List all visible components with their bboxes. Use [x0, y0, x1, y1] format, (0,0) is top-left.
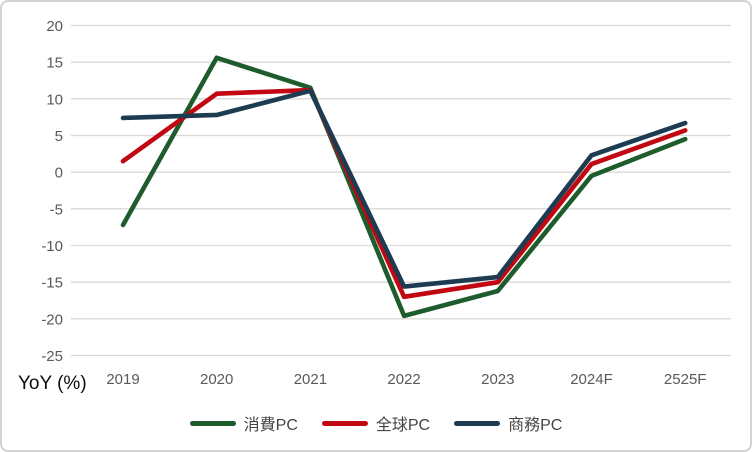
y-tick-label: -25 [41, 348, 63, 365]
legend-label: 商務PC [508, 417, 563, 434]
y-tick-label: 10 [46, 91, 63, 108]
y-tick-label: 0 [55, 165, 63, 182]
y-tick-label: -20 [41, 311, 63, 328]
x-axis-label: 2020 [200, 371, 233, 388]
y-tick-label: 20 [46, 18, 63, 35]
legend-item-consumer-pc: 消費PC [189, 411, 298, 435]
legend-label: 全球PC [375, 417, 431, 434]
legend-item-business-pc: 商務PC [454, 411, 562, 435]
x-axis-label: 2019 [106, 371, 139, 388]
y-tick-label: 15 [46, 55, 63, 72]
y-axis-unit-label: YoY (%) [18, 373, 87, 394]
y-tick-label: -10 [41, 238, 63, 255]
x-axis-label: 2525F [664, 371, 707, 388]
legend-line-icon [189, 420, 236, 426]
y-tick-label: 5 [55, 128, 63, 145]
y-tick-label: -15 [41, 275, 63, 292]
series-line-business-pc [120, 88, 688, 289]
chart-legend: 消費PC 全球PC 商務PC [2, 411, 750, 435]
series-line-consumer-pc [120, 55, 688, 319]
legend-line-icon [454, 420, 501, 426]
y-tick-label: -5 [50, 201, 63, 218]
x-axis-label: 2023 [481, 371, 514, 388]
legend-line-icon [321, 420, 368, 426]
x-axis-label: 2024F [570, 371, 613, 388]
legend-label: 消費PC [243, 417, 298, 434]
legend-item-global-pc: 全球PC [321, 411, 431, 435]
x-axis-label: 2021 [294, 371, 327, 388]
x-axis-label: 2022 [387, 371, 420, 388]
series-line-global-pc [120, 87, 688, 300]
